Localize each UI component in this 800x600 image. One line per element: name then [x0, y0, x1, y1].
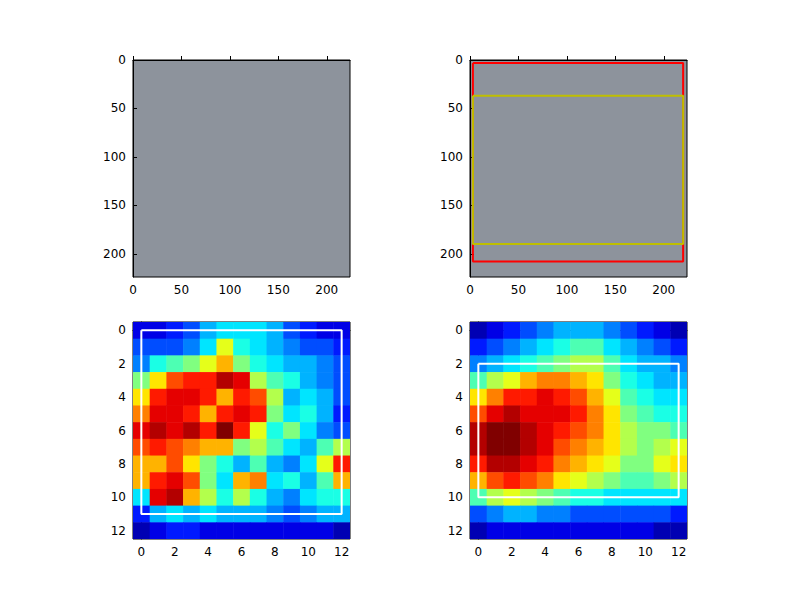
svg-text:12: 12 — [111, 524, 126, 538]
svg-text:200: 200 — [652, 283, 675, 297]
svg-text:50: 50 — [174, 283, 189, 297]
svg-text:0: 0 — [138, 545, 146, 559]
svg-text:200: 200 — [440, 247, 463, 261]
svg-text:0: 0 — [475, 545, 483, 559]
svg-text:0: 0 — [455, 53, 463, 67]
svg-text:8: 8 — [455, 457, 463, 471]
svg-text:8: 8 — [118, 457, 126, 471]
svg-text:4: 4 — [204, 545, 212, 559]
svg-text:50: 50 — [111, 101, 126, 115]
svg-text:10: 10 — [301, 545, 316, 559]
svg-text:6: 6 — [118, 424, 126, 438]
svg-text:0: 0 — [118, 53, 126, 67]
svg-text:12: 12 — [334, 545, 349, 559]
svg-text:6: 6 — [238, 545, 246, 559]
svg-text:50: 50 — [448, 101, 463, 115]
svg-text:10: 10 — [448, 490, 463, 504]
svg-text:10: 10 — [638, 545, 653, 559]
svg-text:6: 6 — [455, 424, 463, 438]
svg-text:6: 6 — [575, 545, 583, 559]
svg-text:0: 0 — [118, 323, 126, 337]
svg-text:100: 100 — [103, 150, 126, 164]
svg-text:0: 0 — [129, 283, 137, 297]
svg-text:8: 8 — [608, 545, 616, 559]
svg-text:10: 10 — [111, 490, 126, 504]
svg-text:200: 200 — [315, 283, 338, 297]
svg-text:100: 100 — [440, 150, 463, 164]
svg-text:150: 150 — [604, 283, 627, 297]
svg-text:8: 8 — [271, 545, 279, 559]
svg-text:50: 50 — [511, 283, 526, 297]
svg-text:4: 4 — [541, 545, 549, 559]
svg-text:200: 200 — [103, 247, 126, 261]
svg-text:0: 0 — [466, 283, 474, 297]
svg-text:100: 100 — [555, 283, 578, 297]
svg-text:2: 2 — [455, 357, 463, 371]
svg-text:12: 12 — [448, 524, 463, 538]
svg-text:2: 2 — [171, 545, 179, 559]
svg-text:2: 2 — [118, 357, 126, 371]
svg-text:12: 12 — [671, 545, 686, 559]
svg-text:0: 0 — [455, 323, 463, 337]
svg-text:150: 150 — [267, 283, 290, 297]
svg-text:2: 2 — [508, 545, 516, 559]
svg-text:4: 4 — [118, 390, 126, 404]
svg-text:100: 100 — [218, 283, 241, 297]
svg-text:150: 150 — [440, 198, 463, 212]
svg-text:150: 150 — [103, 198, 126, 212]
svg-text:4: 4 — [455, 390, 463, 404]
